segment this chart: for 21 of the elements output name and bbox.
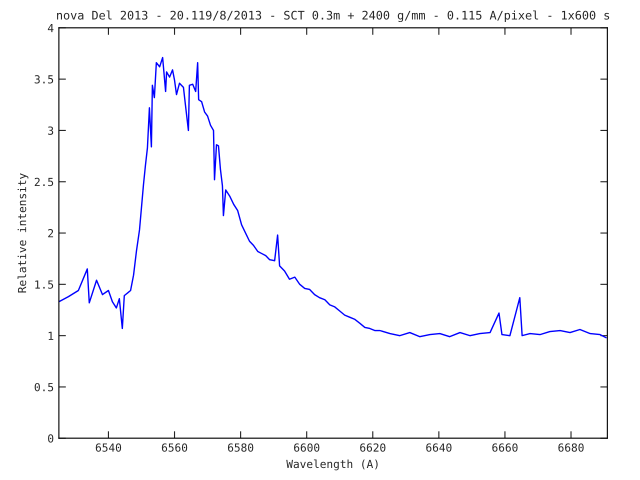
chart-title: nova Del 2013 - 20.119/8/2013 - SCT 0.3m + 2400 g/mm - 0.115 A/pixel - 1x600 s xyxy=(57,10,610,22)
x-tick-label: 6600 xyxy=(294,443,320,452)
x-tick-label: 6560 xyxy=(162,443,188,452)
y-axis-title: Relative intensity xyxy=(18,173,28,292)
x-tick-label: 6680 xyxy=(558,443,584,452)
y-tick-label: 4 xyxy=(48,24,54,32)
y-tick-label: 0.5 xyxy=(34,382,54,392)
x-tick-label: 6660 xyxy=(492,443,518,452)
line-series xyxy=(58,56,607,338)
x-tick-label: 6640 xyxy=(426,443,452,452)
y-tick-label: 0 xyxy=(48,434,54,443)
y-tick-label: 1.5 xyxy=(35,280,54,289)
y-tick-label: 3 xyxy=(48,126,54,135)
y-tick-label: 2.5 xyxy=(34,178,54,186)
x-tick-label: 6620 xyxy=(360,443,386,452)
y-tick-label: 2 xyxy=(48,229,54,238)
x-tick-label: 6580 xyxy=(228,443,254,452)
y-tick-label: 1 xyxy=(48,332,54,340)
x-tick-label: 6540 xyxy=(96,443,122,452)
y-tick-label: 3.5 xyxy=(34,75,54,84)
x-axis-title: Wavelength (A) xyxy=(286,459,378,470)
